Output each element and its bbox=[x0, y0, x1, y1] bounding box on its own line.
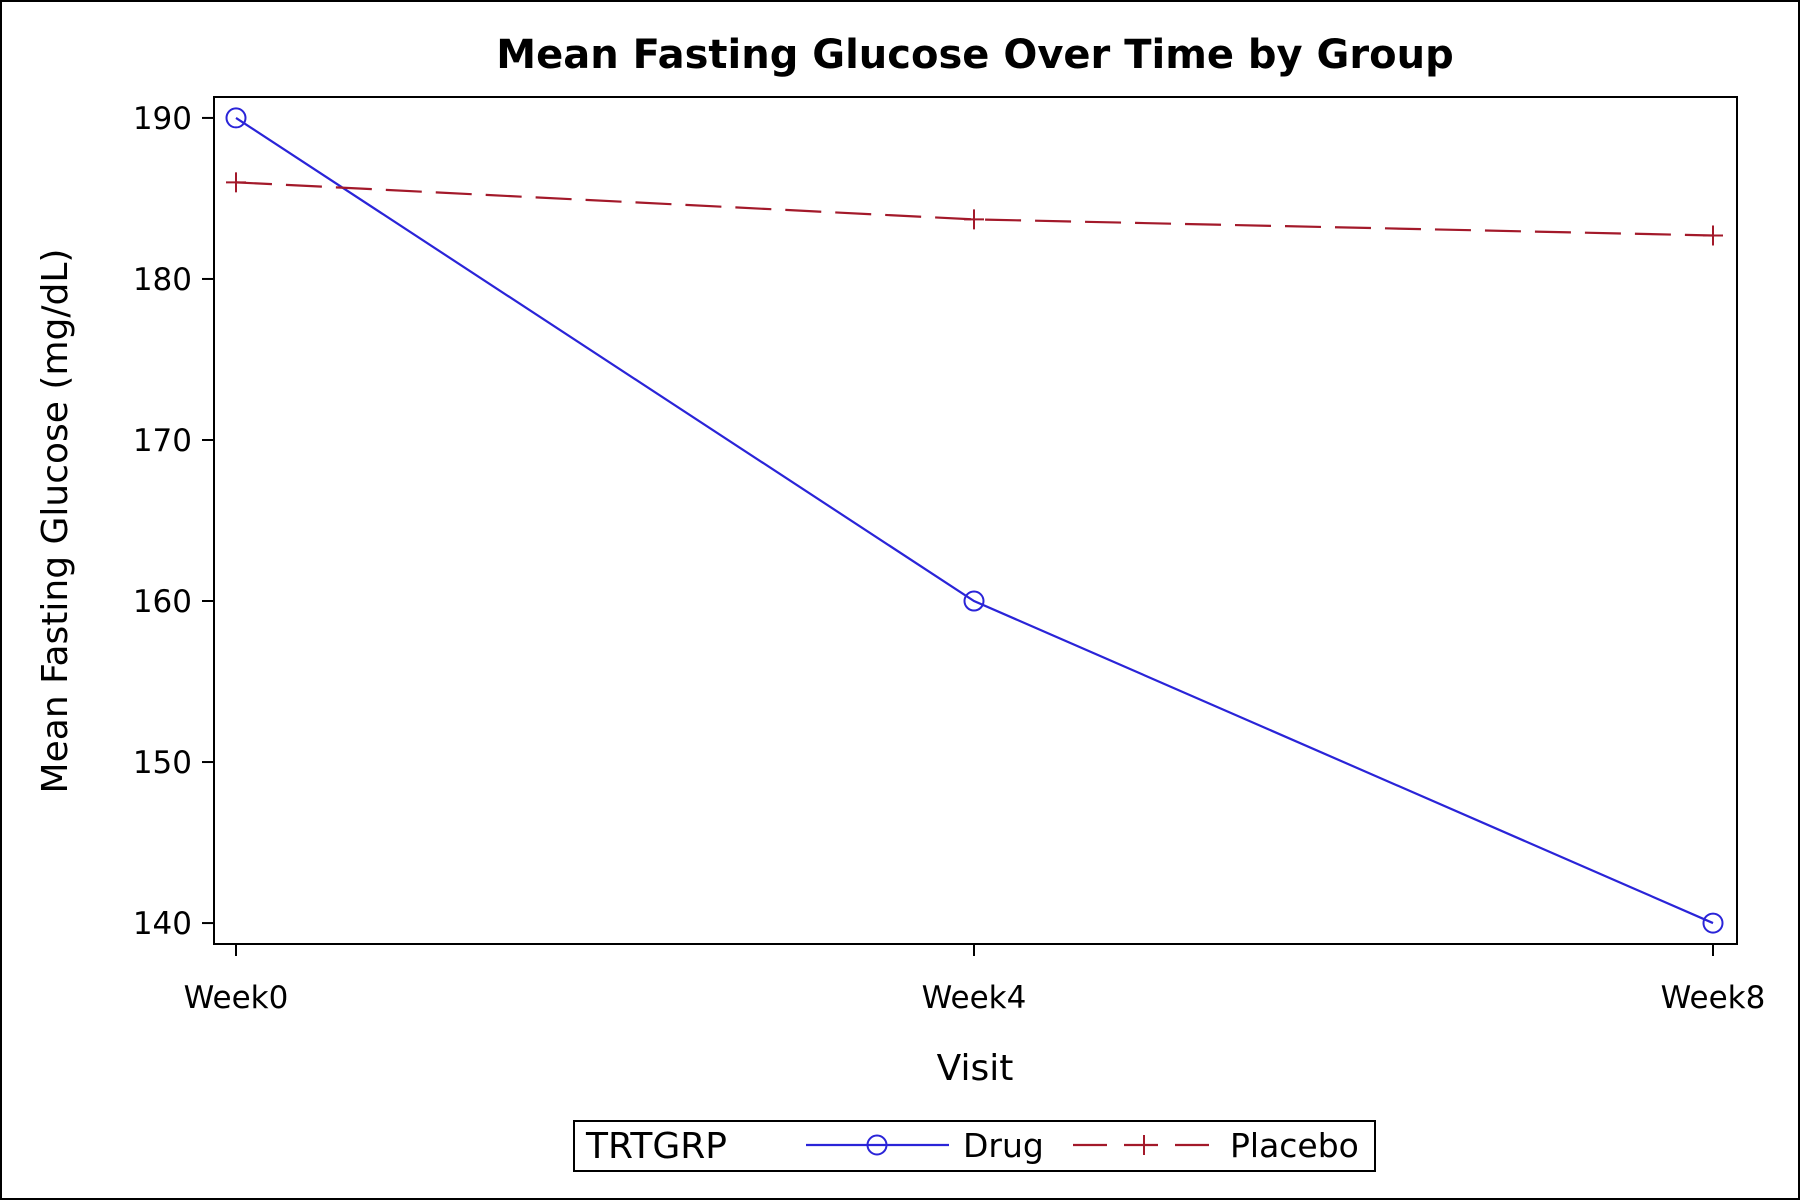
legend-label-drug: Drug bbox=[963, 1126, 1044, 1165]
x-tick-label: Week4 bbox=[922, 980, 1027, 1016]
data-point-placebo bbox=[1703, 225, 1723, 246]
x-tick-label: Week8 bbox=[1661, 980, 1766, 1016]
plot-area bbox=[213, 96, 1738, 945]
y-tick-label: 160 bbox=[133, 584, 192, 620]
series-line-drug bbox=[235, 117, 1714, 925]
y-axis: 140 150 160 170 180 190 bbox=[133, 101, 214, 942]
y-axis-label: Mean Fasting Glucose (mg/dL) bbox=[35, 249, 76, 794]
x-tick-label: Week0 bbox=[184, 980, 289, 1016]
data-point-placebo bbox=[226, 172, 246, 193]
legend-marker-drug bbox=[866, 1134, 888, 1156]
legend-title: TRTGRP bbox=[585, 1126, 727, 1167]
y-tick-label: 170 bbox=[133, 423, 192, 459]
y-tick-label: 190 bbox=[133, 101, 192, 137]
legend-label-placebo: Placebo bbox=[1230, 1126, 1359, 1165]
data-point-drug bbox=[1702, 912, 1724, 934]
series-line-placebo bbox=[235, 181, 1714, 237]
legend-marker-placebo bbox=[1134, 1135, 1154, 1155]
y-tick-label: 140 bbox=[133, 906, 192, 942]
legend-frame bbox=[573, 1120, 1376, 1172]
data-point-placebo bbox=[964, 209, 984, 230]
data-point-drug bbox=[225, 107, 247, 129]
y-tick-label: 180 bbox=[133, 262, 192, 298]
data-point-drug bbox=[963, 590, 985, 612]
series-layer bbox=[225, 107, 1724, 934]
legend: TRTGRP Drug Placebo bbox=[573, 1120, 1376, 1172]
x-axis: Week0 Week4 Week8 bbox=[184, 944, 1766, 1016]
chart-title: Mean Fasting Glucose Over Time by Group bbox=[496, 32, 1453, 78]
legend-entries: Drug Placebo bbox=[806, 1126, 1359, 1165]
y-tick-label: 150 bbox=[133, 745, 192, 781]
x-axis-label: Visit bbox=[937, 1048, 1014, 1089]
